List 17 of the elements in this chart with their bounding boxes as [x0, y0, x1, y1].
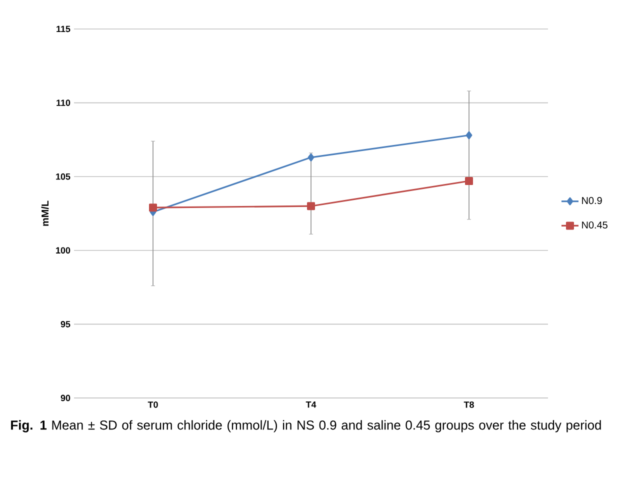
- text: Fig. 1 Mean ± SD of serum chloride (mmol/L) in NS 0.9 and saline 0.45 groups over the study period: [11, 420, 601, 432]
- x-tick-label: T8: [464, 402, 474, 408]
- y-tick-label: 110: [56, 100, 70, 106]
- y-axis-title: mM/L: [41, 200, 49, 226]
- y-tick-label: 100: [56, 247, 70, 254]
- point: [465, 177, 474, 186]
- x-tick-label: T0: [148, 402, 158, 408]
- y-tick-label: 90: [60, 394, 70, 402]
- legend-label: N0.45: [582, 221, 608, 229]
- y-tick-label: 95: [60, 321, 70, 328]
- y-tick-label: 105: [56, 173, 70, 180]
- y-tick-label: 115: [56, 26, 70, 32]
- point: [466, 131, 472, 140]
- legend-label: N0.9: [582, 197, 602, 204]
- point: [149, 204, 158, 212]
- x-tick-label: T4: [306, 402, 316, 408]
- point: [307, 202, 316, 210]
